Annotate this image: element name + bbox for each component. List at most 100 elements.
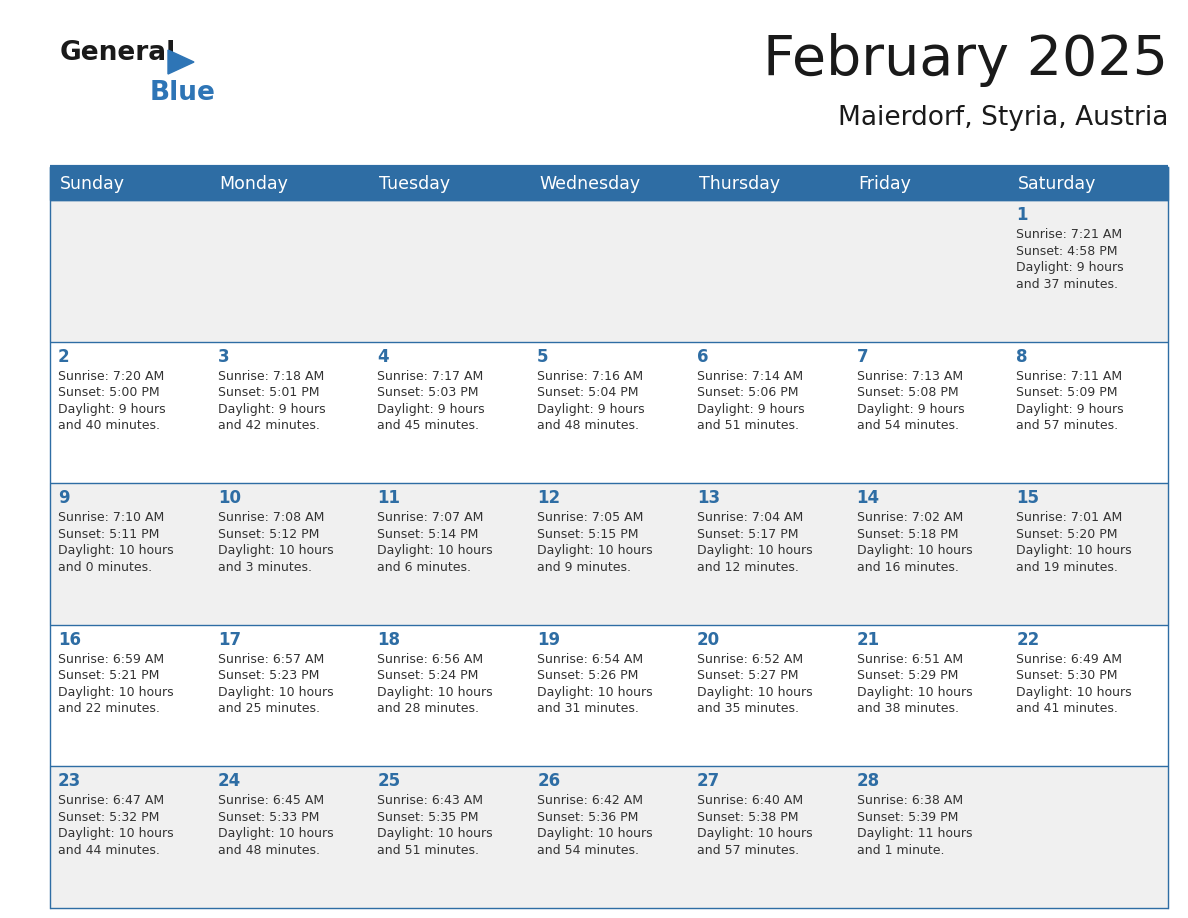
Text: Daylight: 9 hours: Daylight: 9 hours	[217, 403, 326, 416]
Text: Daylight: 10 hours: Daylight: 10 hours	[857, 686, 972, 699]
Text: and 38 minutes.: and 38 minutes.	[857, 702, 959, 715]
Text: Daylight: 10 hours: Daylight: 10 hours	[537, 544, 652, 557]
Bar	[50, 767, 1168, 908]
Text: Sunrise: 6:42 AM: Sunrise: 6:42 AM	[537, 794, 643, 808]
Text: Daylight: 9 hours: Daylight: 9 hours	[1016, 261, 1124, 274]
Text: Maierdorf, Styria, Austria: Maierdorf, Styria, Austria	[838, 105, 1168, 130]
Text: Daylight: 10 hours: Daylight: 10 hours	[697, 827, 813, 840]
Text: and 42 minutes.: and 42 minutes.	[217, 420, 320, 432]
Text: General: General	[61, 40, 176, 66]
Text: Daylight: 10 hours: Daylight: 10 hours	[537, 686, 652, 699]
Text: Blue: Blue	[150, 80, 216, 106]
Bar	[50, 167, 1168, 200]
Text: 1: 1	[1016, 207, 1028, 224]
Text: Sunrise: 7:01 AM: Sunrise: 7:01 AM	[1016, 511, 1123, 524]
Text: Sunset: 5:18 PM: Sunset: 5:18 PM	[857, 528, 958, 541]
Text: Sunrise: 6:59 AM: Sunrise: 6:59 AM	[58, 653, 164, 666]
Text: Saturday: Saturday	[1018, 174, 1097, 193]
Text: 6: 6	[697, 348, 708, 365]
Text: Daylight: 10 hours: Daylight: 10 hours	[378, 686, 493, 699]
Text: Sunset: 5:26 PM: Sunset: 5:26 PM	[537, 669, 638, 682]
Text: Sunrise: 6:43 AM: Sunrise: 6:43 AM	[378, 794, 484, 808]
Text: Sunrise: 6:57 AM: Sunrise: 6:57 AM	[217, 653, 324, 666]
Text: and 19 minutes.: and 19 minutes.	[1016, 561, 1118, 574]
Text: Sunset: 5:01 PM: Sunset: 5:01 PM	[217, 386, 320, 399]
Text: and 0 minutes.: and 0 minutes.	[58, 561, 152, 574]
Text: and 9 minutes.: and 9 minutes.	[537, 561, 631, 574]
Text: 25: 25	[378, 772, 400, 790]
Text: 13: 13	[697, 489, 720, 508]
Text: Sunrise: 6:47 AM: Sunrise: 6:47 AM	[58, 794, 164, 808]
Text: Daylight: 9 hours: Daylight: 9 hours	[857, 403, 965, 416]
Text: 20: 20	[697, 631, 720, 649]
Text: Daylight: 9 hours: Daylight: 9 hours	[697, 403, 804, 416]
Text: Daylight: 10 hours: Daylight: 10 hours	[857, 544, 972, 557]
Text: Sunset: 5:08 PM: Sunset: 5:08 PM	[857, 386, 959, 399]
Text: and 54 minutes.: and 54 minutes.	[537, 844, 639, 856]
Text: Sunrise: 7:20 AM: Sunrise: 7:20 AM	[58, 370, 164, 383]
Text: Sunrise: 7:07 AM: Sunrise: 7:07 AM	[378, 511, 484, 524]
Text: Sunset: 5:09 PM: Sunset: 5:09 PM	[1016, 386, 1118, 399]
Text: and 37 minutes.: and 37 minutes.	[1016, 277, 1118, 291]
Text: Sunset: 5:27 PM: Sunset: 5:27 PM	[697, 669, 798, 682]
Text: Sunset: 5:03 PM: Sunset: 5:03 PM	[378, 386, 479, 399]
Text: and 35 minutes.: and 35 minutes.	[697, 702, 798, 715]
Text: Tuesday: Tuesday	[379, 174, 450, 193]
Text: Daylight: 10 hours: Daylight: 10 hours	[58, 827, 173, 840]
Text: 18: 18	[378, 631, 400, 649]
Text: Sunrise: 6:38 AM: Sunrise: 6:38 AM	[857, 794, 962, 808]
Text: Sunrise: 7:18 AM: Sunrise: 7:18 AM	[217, 370, 324, 383]
Text: Sunset: 5:32 PM: Sunset: 5:32 PM	[58, 811, 159, 824]
Text: February 2025: February 2025	[763, 33, 1168, 86]
Bar	[50, 625, 1168, 767]
Text: Sunrise: 7:02 AM: Sunrise: 7:02 AM	[857, 511, 962, 524]
Text: Daylight: 11 hours: Daylight: 11 hours	[857, 827, 972, 840]
Text: Daylight: 9 hours: Daylight: 9 hours	[378, 403, 485, 416]
Text: Daylight: 9 hours: Daylight: 9 hours	[58, 403, 165, 416]
Text: 3: 3	[217, 348, 229, 365]
Text: 22: 22	[1016, 631, 1040, 649]
Text: and 12 minutes.: and 12 minutes.	[697, 561, 798, 574]
Text: Daylight: 10 hours: Daylight: 10 hours	[58, 544, 173, 557]
Text: Sunrise: 7:17 AM: Sunrise: 7:17 AM	[378, 370, 484, 383]
Text: Sunset: 5:24 PM: Sunset: 5:24 PM	[378, 669, 479, 682]
Text: Daylight: 10 hours: Daylight: 10 hours	[378, 827, 493, 840]
Text: Sunday: Sunday	[61, 174, 125, 193]
Text: Daylight: 10 hours: Daylight: 10 hours	[378, 544, 493, 557]
Text: Daylight: 10 hours: Daylight: 10 hours	[1016, 544, 1132, 557]
Text: and 48 minutes.: and 48 minutes.	[537, 420, 639, 432]
Text: Sunset: 5:04 PM: Sunset: 5:04 PM	[537, 386, 639, 399]
Text: and 3 minutes.: and 3 minutes.	[217, 561, 311, 574]
Bar	[50, 200, 1168, 341]
Text: 16: 16	[58, 631, 81, 649]
Text: and 54 minutes.: and 54 minutes.	[857, 420, 959, 432]
Text: and 16 minutes.: and 16 minutes.	[857, 561, 959, 574]
Text: Sunset: 5:17 PM: Sunset: 5:17 PM	[697, 528, 798, 541]
Bar	[50, 483, 1168, 625]
Text: Sunrise: 7:14 AM: Sunrise: 7:14 AM	[697, 370, 803, 383]
Text: and 28 minutes.: and 28 minutes.	[378, 702, 480, 715]
Text: Sunset: 5:21 PM: Sunset: 5:21 PM	[58, 669, 159, 682]
Text: 4: 4	[378, 348, 388, 365]
Bar	[50, 341, 1168, 483]
Text: Daylight: 9 hours: Daylight: 9 hours	[537, 403, 645, 416]
Text: and 51 minutes.: and 51 minutes.	[697, 420, 798, 432]
Text: Sunrise: 7:11 AM: Sunrise: 7:11 AM	[1016, 370, 1123, 383]
Text: 28: 28	[857, 772, 879, 790]
Text: Sunset: 5:12 PM: Sunset: 5:12 PM	[217, 528, 320, 541]
Text: Daylight: 10 hours: Daylight: 10 hours	[58, 686, 173, 699]
Text: Friday: Friday	[859, 174, 911, 193]
Text: and 51 minutes.: and 51 minutes.	[378, 844, 480, 856]
Text: 19: 19	[537, 631, 561, 649]
Text: Daylight: 10 hours: Daylight: 10 hours	[217, 544, 334, 557]
Text: Daylight: 10 hours: Daylight: 10 hours	[217, 686, 334, 699]
Text: 17: 17	[217, 631, 241, 649]
Text: Sunset: 5:29 PM: Sunset: 5:29 PM	[857, 669, 958, 682]
Text: 14: 14	[857, 489, 879, 508]
Text: Sunset: 5:35 PM: Sunset: 5:35 PM	[378, 811, 479, 824]
Text: and 6 minutes.: and 6 minutes.	[378, 561, 472, 574]
Text: Sunset: 5:00 PM: Sunset: 5:00 PM	[58, 386, 159, 399]
Text: Wednesday: Wednesday	[539, 174, 640, 193]
Text: 11: 11	[378, 489, 400, 508]
Text: Sunset: 5:20 PM: Sunset: 5:20 PM	[1016, 528, 1118, 541]
